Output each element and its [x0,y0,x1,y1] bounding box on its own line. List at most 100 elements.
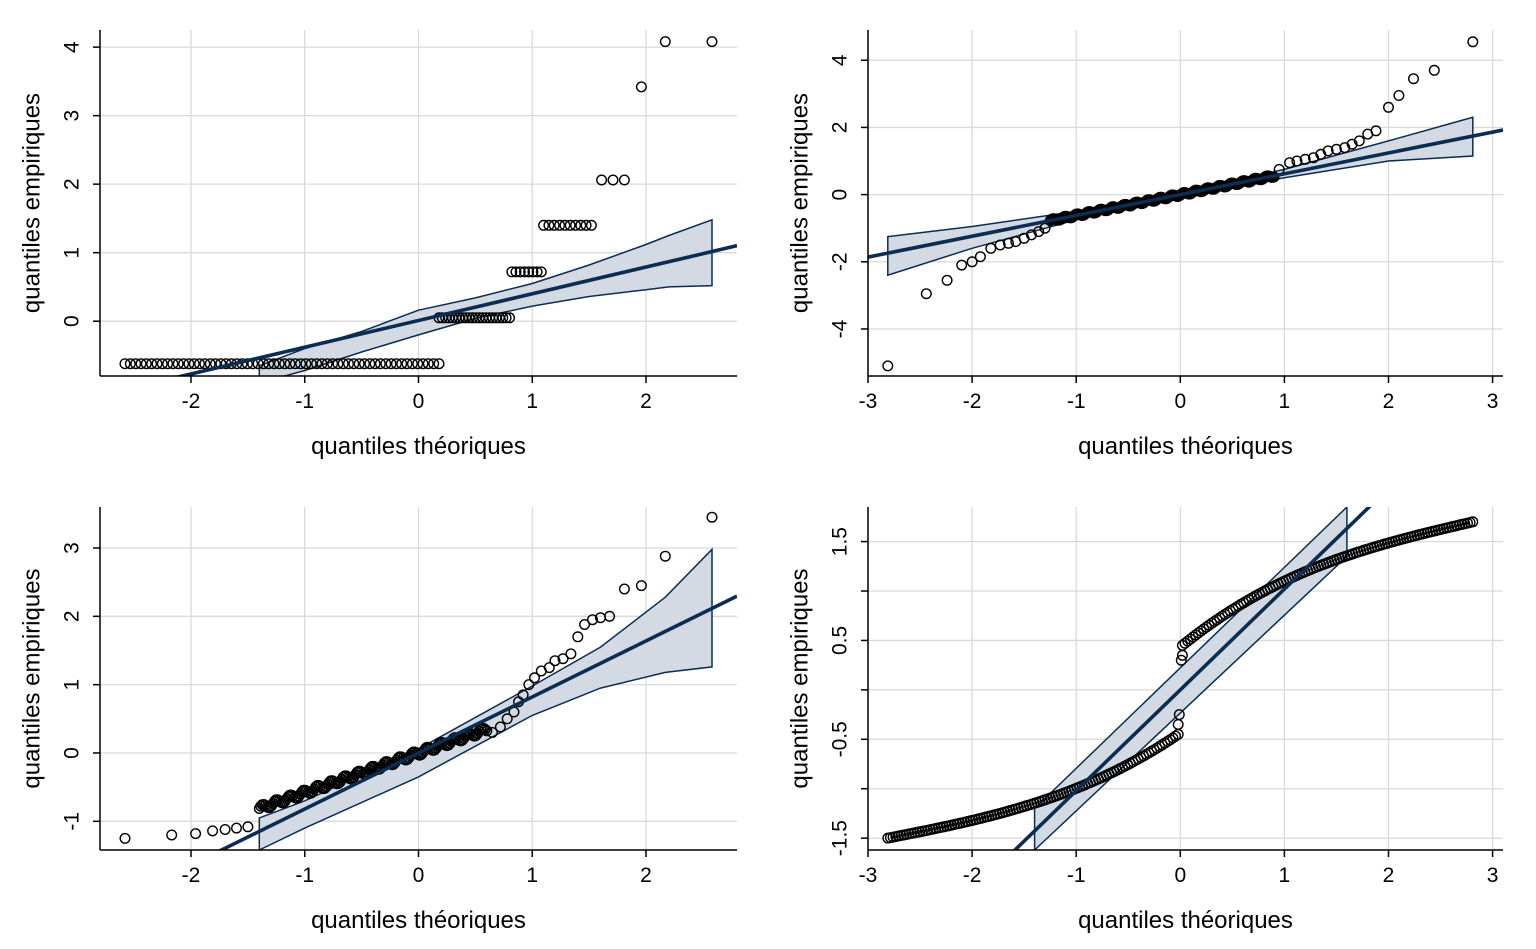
data-point [1230,602,1242,614]
qq-panel-1: -2 -1 0 1 2 0 1 2 3 4 quantiles théoriques quantile… [19,30,737,460]
data-point [466,728,478,740]
y-axis-title: quantiles empiriques [19,568,46,788]
data-point [428,358,440,370]
data-point [1025,229,1037,241]
data-point [359,358,371,370]
data-point [119,832,131,844]
data-point [348,358,360,370]
data-point [985,242,997,254]
data-point [369,358,381,370]
reference-line [174,243,737,376]
y-axis-title: quantiles empiriques [787,93,814,313]
y-tick-label: 4 [829,54,852,66]
data-point [1299,153,1311,165]
x-tick-label: -2 [963,390,982,413]
data-point [557,653,569,665]
data-point [500,312,512,324]
data-point [1203,619,1215,631]
data-point [151,358,163,370]
data-point [1143,747,1155,759]
data-point [635,81,647,93]
plot-area [882,507,1479,850]
data-point [538,219,550,231]
data-point [284,358,296,370]
data-point [433,358,445,370]
data-point [1240,595,1252,607]
qq-panel-3: -2 -1 0 1 2 -1 0 1 2 3 quantiles théoriques quantil… [19,507,737,934]
data-point [1307,152,1319,164]
data-point [1033,226,1045,238]
data-point [1322,145,1334,157]
x-tick-label: -1 [295,390,314,413]
data-point [406,358,418,370]
x-axis-title: quantiles théoriques [1078,907,1293,934]
data-point [1291,155,1303,167]
data-point [1330,143,1342,155]
data-point [941,274,953,286]
data-point [156,358,168,370]
data-point [417,358,429,370]
data-point [504,312,516,324]
data-point [1151,742,1163,754]
y-tick-label: 2 [61,610,84,622]
data-point [167,358,179,370]
data-point [1227,603,1239,615]
data-point [343,358,355,370]
data-point [535,266,547,278]
y-tick-label: -2 [829,252,852,271]
data-point [956,259,968,271]
data-point [374,358,386,370]
data-point [193,358,205,370]
y-tick-label: -1 [61,812,84,831]
x-tick-label: 1 [526,864,538,887]
data-point [396,358,408,370]
data-point [1370,125,1382,137]
data-point [327,358,339,370]
y-tick-label: 1 [61,247,84,259]
x-tick-label: 3 [1487,864,1499,887]
plot-area [119,36,737,376]
data-point [543,219,555,231]
data-point [263,358,275,370]
plot-area [868,36,1503,372]
data-point [659,550,671,562]
data-point [618,174,630,186]
data-point [316,358,328,370]
data-point [920,288,932,300]
data-point [422,358,434,370]
data-point [412,358,424,370]
y-tick-label: -4 [829,319,852,338]
data-point [219,824,231,836]
data-point [295,358,307,370]
data-point [199,358,211,370]
data-point [1172,719,1184,731]
data-point [506,266,518,278]
x-tick-label: 0 [413,390,425,413]
data-point [579,619,591,631]
y-tick-label: -1.5 [829,820,852,856]
data-point [1146,745,1158,757]
data-point [1339,142,1351,154]
data-point [514,266,526,278]
data-point [273,358,285,370]
data-point [1382,101,1394,113]
y-tick-label: 4 [61,41,84,53]
data-point [1428,64,1440,76]
data-point [230,822,242,834]
data-point [1132,753,1144,765]
data-point [564,219,576,231]
data-point [135,358,147,370]
y-tick-label: 1 [61,679,84,691]
y-tick-label: 3 [61,542,84,554]
data-point [510,266,522,278]
data-point [1176,649,1188,661]
x-tick-label: -1 [1067,864,1086,887]
data-point [172,358,184,370]
data-point [140,358,152,370]
data-point [1148,744,1160,756]
data-point [356,766,368,778]
data-point [570,219,582,231]
data-point [882,360,894,372]
data-point [390,358,402,370]
x-tick-label: 2 [640,390,652,413]
